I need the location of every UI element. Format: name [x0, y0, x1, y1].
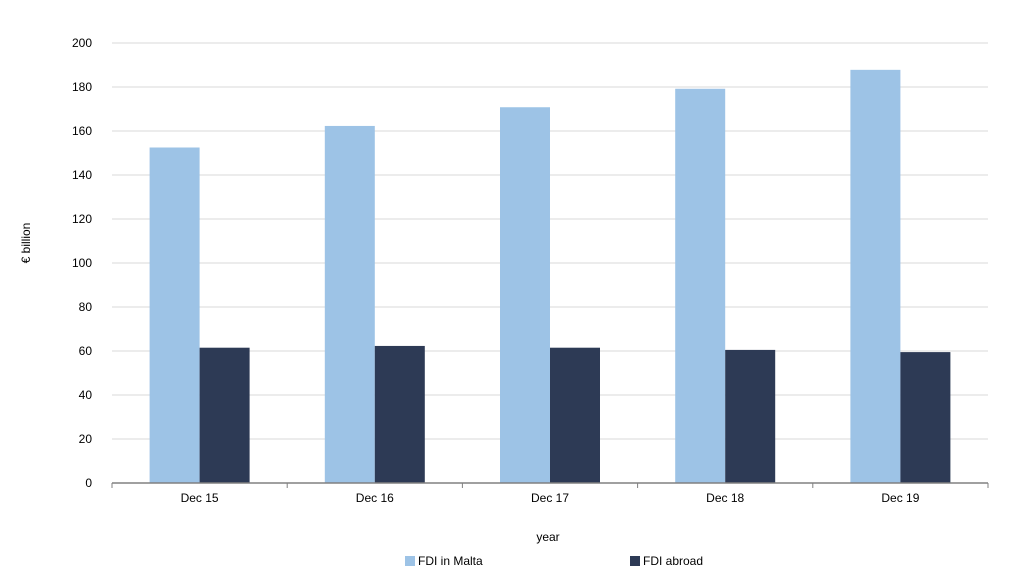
- x-tick-label: Dec 18: [706, 491, 744, 505]
- bar-fdi-abroad-0: [199, 347, 250, 483]
- bar-fdi-in-malta-2: [500, 107, 550, 484]
- legend: FDI in Malta FDI abroad: [405, 554, 703, 568]
- bar-fdi-in-malta-0: [149, 147, 200, 483]
- bar-fdi-in-malta-4: [850, 69, 901, 483]
- y-tick-label: 200: [72, 36, 92, 50]
- bar-fdi-in-malta-3: [675, 88, 726, 483]
- x-axis-title: year: [536, 530, 559, 544]
- x-tick-label: Dec 17: [531, 491, 569, 505]
- x-tick-label: Dec 15: [181, 491, 219, 505]
- bar-fdi-abroad-2: [550, 347, 600, 483]
- y-tick-label: 0: [85, 476, 92, 490]
- y-tick-label: 80: [79, 300, 93, 314]
- y-tick-label: 140: [72, 168, 92, 182]
- legend-label-fdi-in-malta: FDI in Malta: [418, 554, 483, 568]
- x-tick-label: Dec 16: [356, 491, 394, 505]
- legend-label-fdi-abroad: FDI abroad: [643, 554, 703, 568]
- y-tick-label: 180: [72, 80, 92, 94]
- y-axis-title: € billion: [19, 223, 33, 264]
- legend-swatch-fdi-abroad: [630, 556, 640, 566]
- y-tick-label: 160: [72, 124, 92, 138]
- y-tick-label: 60: [79, 344, 93, 358]
- bar-fdi-in-malta-1: [324, 125, 375, 483]
- legend-swatch-fdi-in-malta: [405, 556, 415, 566]
- x-tick-labels: Dec 15 Dec 16 Dec 17 Dec 18 Dec 19: [181, 491, 920, 505]
- bars: [149, 69, 951, 484]
- x-tick-label: Dec 19: [881, 491, 919, 505]
- bar-fdi-abroad-4: [900, 352, 951, 483]
- y-tick-label: 40: [79, 388, 93, 402]
- bar-fdi-abroad-1: [374, 345, 425, 483]
- y-tick-labels: 0 20 40 60 80 100 120 140 160 180 200: [72, 36, 92, 490]
- axes: [111, 482, 989, 488]
- bar-fdi-abroad-3: [725, 349, 776, 483]
- y-tick-label: 100: [72, 256, 92, 270]
- y-tick-label: 120: [72, 212, 92, 226]
- y-tick-label: 20: [79, 432, 93, 446]
